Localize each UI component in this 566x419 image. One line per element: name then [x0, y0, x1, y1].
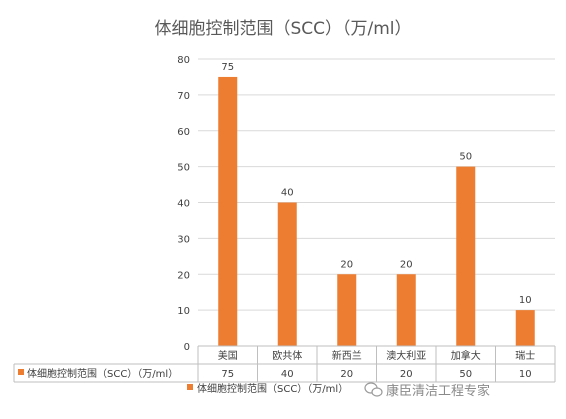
category-label: 加拿大: [451, 349, 481, 362]
legend: 体细胞控制范围（SCC）（万/ml）: [187, 382, 348, 395]
data-label: 50: [459, 152, 472, 163]
y-tick-label: 30: [177, 234, 190, 245]
bar: [218, 76, 238, 346]
y-tick-label: 0: [184, 342, 190, 353]
category-label: 澳大利亚: [386, 349, 426, 362]
bar: [396, 274, 416, 346]
table-value: 40: [281, 369, 294, 380]
y-tick-label: 80: [177, 55, 190, 66]
table-value: 10: [519, 369, 532, 380]
data-label: 20: [400, 259, 413, 270]
y-tick-label: 70: [177, 91, 190, 102]
table-value: 20: [340, 369, 353, 380]
y-tick-label: 50: [177, 163, 190, 174]
bar: [337, 274, 357, 346]
data-label: 75: [221, 62, 234, 73]
bar: [456, 166, 476, 346]
y-tick-label: 40: [177, 199, 190, 210]
watermark: 康臣清洁工程专家: [364, 382, 490, 399]
chart-title: 体细胞控制范围（SCC）（万/ml）: [154, 19, 411, 39]
bars: [218, 76, 535, 346]
legend-label: 体细胞控制范围（SCC）（万/ml）: [197, 382, 348, 395]
wechat-icon: [364, 382, 383, 397]
y-tick-label: 20: [177, 270, 190, 281]
y-tick-label: 10: [177, 306, 190, 317]
bar: [515, 310, 535, 346]
table-row-header: 体细胞控制范围（SCC）（万/ml）: [27, 367, 178, 380]
data-table: 美国 75 欧共体 40 新西兰 20 澳大利亚 20 加拿大 50 瑞士 10 体细胞控制范围（SCC…: [13, 345, 556, 383]
data-label: 40: [281, 188, 294, 199]
table-value: 75: [221, 369, 234, 380]
legend-swatch: [187, 384, 193, 390]
category-label: 瑞士: [515, 349, 535, 362]
data-label: 10: [519, 295, 532, 306]
category-label: 新西兰: [332, 349, 362, 362]
category-label: 欧共体: [272, 350, 302, 362]
watermark-text: 康臣清洁工程专家: [386, 383, 490, 399]
table-value: 50: [459, 369, 472, 380]
bar: [277, 202, 297, 346]
category-label: 美国: [218, 349, 238, 362]
data-label: 20: [340, 259, 353, 270]
y-axis: 0 10 20 30 40 50 60 70 80: [177, 55, 190, 353]
data-labels: 75 40 20 20 50 10: [221, 62, 531, 306]
gridlines: [198, 58, 555, 347]
table-legend-key: [18, 369, 24, 375]
y-tick-label: 60: [177, 127, 190, 138]
table-value: 20: [400, 369, 413, 380]
